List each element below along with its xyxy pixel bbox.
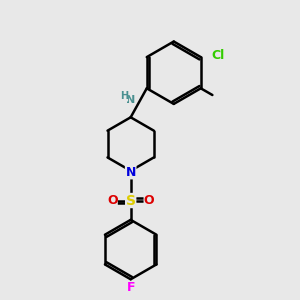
Text: O: O (107, 194, 118, 207)
Text: O: O (144, 194, 154, 207)
Text: H: H (120, 91, 128, 101)
Text: F: F (126, 281, 135, 294)
Text: Cl: Cl (211, 49, 224, 62)
Text: S: S (126, 194, 136, 208)
Text: N: N (125, 166, 136, 179)
Text: N: N (126, 95, 135, 105)
